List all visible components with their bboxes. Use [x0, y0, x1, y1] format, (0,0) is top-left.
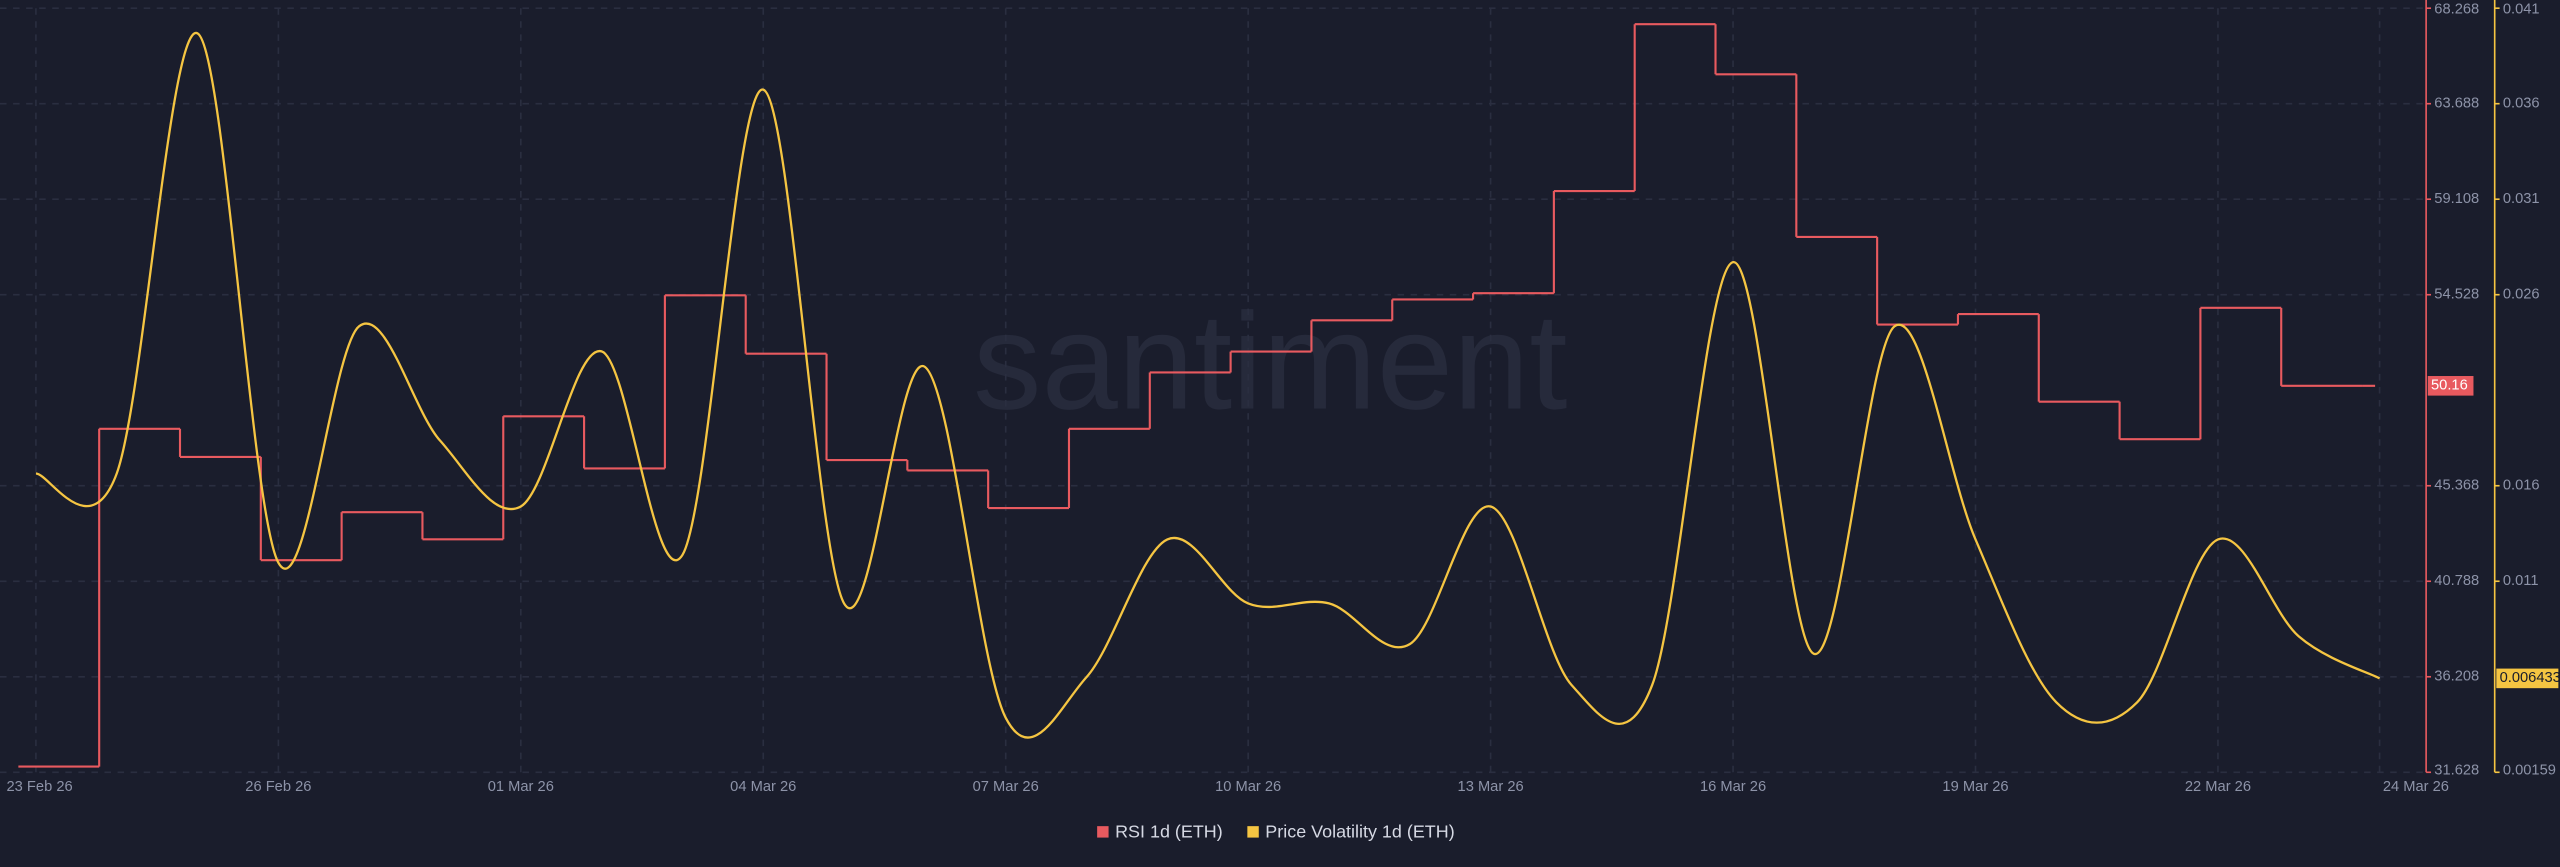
y2-tick-label: 0.00159 — [2503, 763, 2556, 779]
y-tick-label: 63.688 — [2434, 96, 2479, 112]
current-value-badge — [2496, 668, 2559, 689]
y-tick-label: 31.628 — [2434, 763, 2479, 779]
y-tick-label: 54.528 — [2434, 287, 2479, 303]
y2-tick-label: 0.036 — [2503, 96, 2540, 112]
x-tick-label: 19 Mar 26 — [1942, 779, 2008, 795]
legend-swatch — [1097, 826, 1109, 838]
y-tick-label: 40.788 — [2434, 573, 2479, 589]
current-value-label: 0.006433 — [2500, 670, 2560, 686]
x-tick-label: 13 Mar 26 — [1458, 779, 1524, 795]
current-value-badge — [2427, 376, 2474, 396]
legend-swatch — [1247, 826, 1259, 838]
watermark: santiment — [973, 286, 1568, 439]
y2-tick-label: 0.031 — [2503, 191, 2540, 207]
y2-tick-label: 0.026 — [2503, 287, 2540, 303]
legend-label: Price Volatility 1d (ETH) — [1265, 821, 1454, 841]
x-tick-label: 23 Feb 26 — [7, 779, 73, 795]
y2-tick-label: 0.016 — [2503, 478, 2540, 494]
x-tick-label: 16 Mar 26 — [1700, 779, 1766, 795]
y2-tick-label: 0.011 — [2503, 573, 2539, 589]
y-tick-label: 36.208 — [2434, 669, 2479, 685]
x-tick-label: 04 Mar 26 — [730, 779, 796, 795]
x-tick-label: 22 Mar 26 — [2185, 779, 2251, 795]
y-tick-label: 68.268 — [2434, 2, 2479, 18]
x-tick-label: 26 Feb 26 — [245, 779, 311, 795]
x-tick-label: 10 Mar 26 — [1215, 779, 1281, 795]
current-value-label: 50.16 — [2431, 378, 2468, 394]
legend-label: RSI 1d (ETH) — [1115, 821, 1223, 841]
x-tick-label: 07 Mar 26 — [973, 779, 1039, 795]
x-tick-label: 01 Mar 26 — [488, 779, 554, 795]
y-tick-label: 59.108 — [2434, 191, 2479, 207]
volatility-line — [35, 32, 2381, 739]
y-tick-label: 45.368 — [2434, 478, 2479, 494]
y2-tick-label: 0.041 — [2503, 2, 2540, 18]
x-tick-label: 24 Mar 26 — [2383, 779, 2449, 795]
